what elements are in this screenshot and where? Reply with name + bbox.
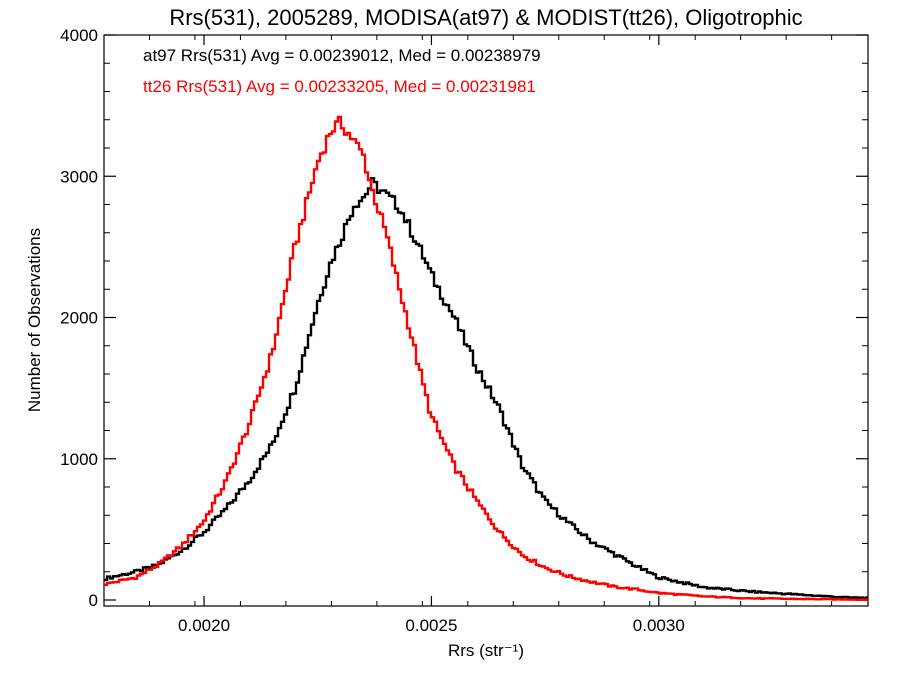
x-tick-label: 0.0020 — [178, 616, 230, 635]
y-tick-label: 0 — [89, 591, 98, 610]
series-line-at97 — [104, 177, 868, 600]
y-tick-label: 3000 — [60, 167, 98, 186]
y-axis-label: Number of Observations — [25, 228, 44, 412]
legend-tt26: tt26 Rrs(531) Avg = 0.00233205, Med = 0.… — [143, 77, 536, 96]
series-line-tt26 — [104, 115, 868, 601]
series-group — [104, 115, 868, 601]
y-tick-label: 2000 — [60, 309, 98, 328]
x-tick-label: 0.0025 — [405, 616, 457, 635]
x-tick-label: 0.0030 — [633, 616, 685, 635]
legend-at97: at97 Rrs(531) Avg = 0.00239012, Med = 0.… — [143, 46, 541, 65]
plot-frame — [103, 34, 869, 607]
y-tick-label: 4000 — [60, 26, 98, 45]
chart-title: Rrs(531), 2005289, MODISA(at97) & MODIST… — [169, 5, 802, 30]
axis-ticks: 0.0020 0.0025 0.0030 0 1000 2000 3000 4000 — [60, 26, 868, 635]
x-axis-label: Rrs (str⁻¹) — [448, 641, 524, 660]
y-tick-label: 1000 — [60, 450, 98, 469]
